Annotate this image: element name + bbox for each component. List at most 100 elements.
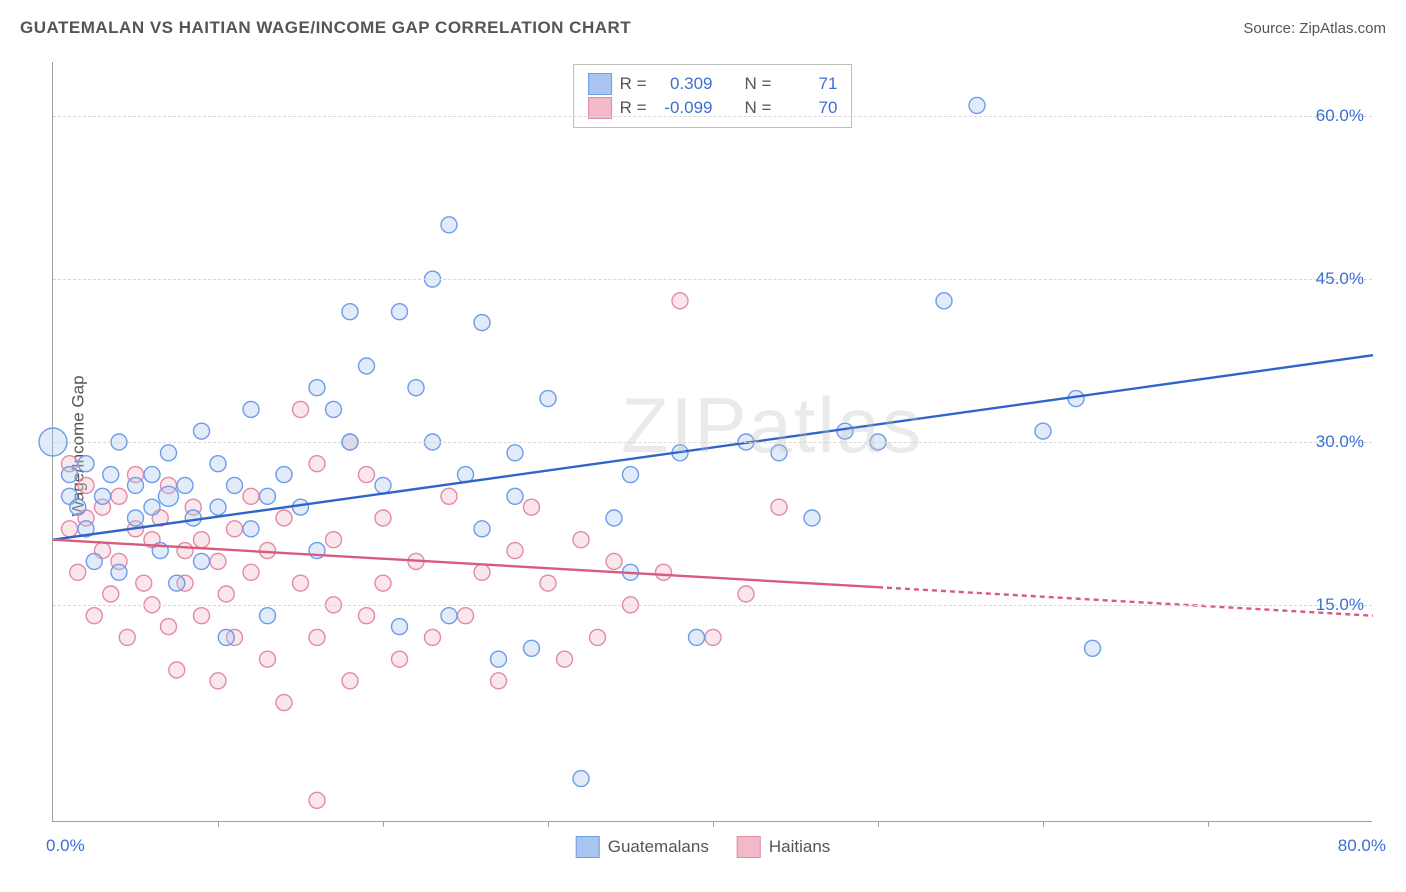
scatter-point-guatemalans	[194, 553, 210, 569]
scatter-point-haitians	[276, 510, 292, 526]
ytick-label: 15.0%	[1316, 595, 1364, 615]
legend-item-haitians: Haitians	[737, 836, 830, 858]
scatter-point-guatemalans	[804, 510, 820, 526]
source-name: ZipAtlas.com	[1299, 20, 1386, 37]
scatter-point-haitians	[342, 673, 358, 689]
source-attribution: Source: ZipAtlas.com	[1243, 20, 1386, 37]
legend-item-guatemalans: Guatemalans	[576, 836, 709, 858]
scatter-point-haitians	[557, 651, 573, 667]
r-label: R =	[620, 74, 647, 94]
swatch-guatemalans-bottom	[576, 836, 600, 858]
xtick	[383, 821, 384, 827]
chart-header: GUATEMALAN VS HAITIAN WAGE/INCOME GAP CO…	[20, 18, 1386, 38]
scatter-point-haitians	[359, 467, 375, 483]
n-value-guatemalans: 71	[779, 74, 837, 94]
scatter-point-guatemalans	[194, 423, 210, 439]
scatter-point-guatemalans	[392, 304, 408, 320]
scatter-point-guatemalans	[408, 380, 424, 396]
scatter-point-haitians	[441, 488, 457, 504]
scatter-point-guatemalans	[103, 467, 119, 483]
scatter-point-haitians	[590, 629, 606, 645]
scatter-point-haitians	[293, 401, 309, 417]
scatter-point-guatemalans	[441, 217, 457, 233]
scatter-point-guatemalans	[441, 608, 457, 624]
swatch-haitians-bottom	[737, 836, 761, 858]
scatter-point-guatemalans	[342, 304, 358, 320]
scatter-point-haitians	[70, 564, 86, 580]
scatter-point-guatemalans	[1035, 423, 1051, 439]
scatter-point-haitians	[375, 575, 391, 591]
xtick	[548, 821, 549, 827]
scatter-point-guatemalans	[210, 456, 226, 472]
scatter-point-haitians	[227, 521, 243, 537]
scatter-point-haitians	[210, 553, 226, 569]
n-label: N =	[745, 98, 772, 118]
trend-line-guatemalans	[53, 355, 1373, 540]
scatter-point-guatemalans	[144, 499, 160, 515]
scatter-point-haitians	[359, 608, 375, 624]
gridline	[53, 605, 1372, 606]
scatter-point-guatemalans	[128, 477, 144, 493]
n-label: N =	[745, 74, 772, 94]
scatter-point-haitians	[738, 586, 754, 602]
legend-label-haitians: Haitians	[769, 837, 830, 857]
legend-label-guatemalans: Guatemalans	[608, 837, 709, 857]
scatter-point-guatemalans	[86, 553, 102, 569]
trend-line-haitians-dashed	[878, 587, 1373, 616]
scatter-point-haitians	[425, 629, 441, 645]
scatter-point-haitians	[606, 553, 622, 569]
scatter-point-guatemalans	[474, 521, 490, 537]
scatter-point-guatemalans	[606, 510, 622, 526]
scatter-point-haitians	[771, 499, 787, 515]
x-origin-label: 0.0%	[46, 836, 85, 856]
scatter-point-guatemalans	[161, 445, 177, 461]
scatter-point-haitians	[491, 673, 507, 689]
plot-area: R = 0.309 N = 71 R = -0.099 N = 70 ZIPat…	[52, 62, 1372, 822]
ytick-label: 45.0%	[1316, 269, 1364, 289]
scatter-point-haitians	[293, 575, 309, 591]
scatter-point-guatemalans	[507, 445, 523, 461]
gridline	[53, 116, 1372, 117]
scatter-point-guatemalans	[491, 651, 507, 667]
scatter-point-haitians	[672, 293, 688, 309]
scatter-point-guatemalans	[326, 401, 342, 417]
scatter-point-guatemalans	[260, 488, 276, 504]
scatter-point-haitians	[62, 521, 78, 537]
scatter-point-guatemalans	[309, 380, 325, 396]
scatter-point-haitians	[78, 477, 94, 493]
stats-row-guatemalans: R = 0.309 N = 71	[588, 73, 838, 95]
scatter-point-haitians	[194, 608, 210, 624]
scatter-point-guatemalans	[474, 315, 490, 331]
scatter-point-guatemalans	[524, 640, 540, 656]
scatter-point-guatemalans	[159, 486, 179, 506]
ytick-label: 30.0%	[1316, 432, 1364, 452]
n-value-haitians: 70	[779, 98, 837, 118]
gridline	[53, 442, 1372, 443]
source-prefix: Source:	[1243, 20, 1299, 37]
xtick	[1043, 821, 1044, 827]
scatter-point-haitians	[507, 543, 523, 559]
scatter-point-guatemalans	[243, 401, 259, 417]
swatch-guatemalans	[588, 73, 612, 95]
scatter-point-haitians	[260, 651, 276, 667]
scatter-point-guatemalans	[185, 510, 201, 526]
xtick	[713, 821, 714, 827]
scatter-point-haitians	[326, 532, 342, 548]
scatter-point-haitians	[524, 499, 540, 515]
scatter-point-haitians	[119, 629, 135, 645]
scatter-point-haitians	[218, 586, 234, 602]
scatter-point-haitians	[111, 488, 127, 504]
xtick	[1208, 821, 1209, 827]
scatter-point-guatemalans	[392, 619, 408, 635]
scatter-point-guatemalans	[623, 467, 639, 483]
scatter-point-haitians	[309, 456, 325, 472]
scatter-point-guatemalans	[689, 629, 705, 645]
chart-title: GUATEMALAN VS HAITIAN WAGE/INCOME GAP CO…	[20, 18, 631, 38]
r-label: R =	[620, 98, 647, 118]
scatter-point-guatemalans	[128, 510, 144, 526]
scatter-point-haitians	[276, 695, 292, 711]
scatter-point-guatemalans	[78, 456, 94, 472]
scatter-point-haitians	[375, 510, 391, 526]
scatter-point-guatemalans	[169, 575, 185, 591]
scatter-point-guatemalans	[540, 391, 556, 407]
